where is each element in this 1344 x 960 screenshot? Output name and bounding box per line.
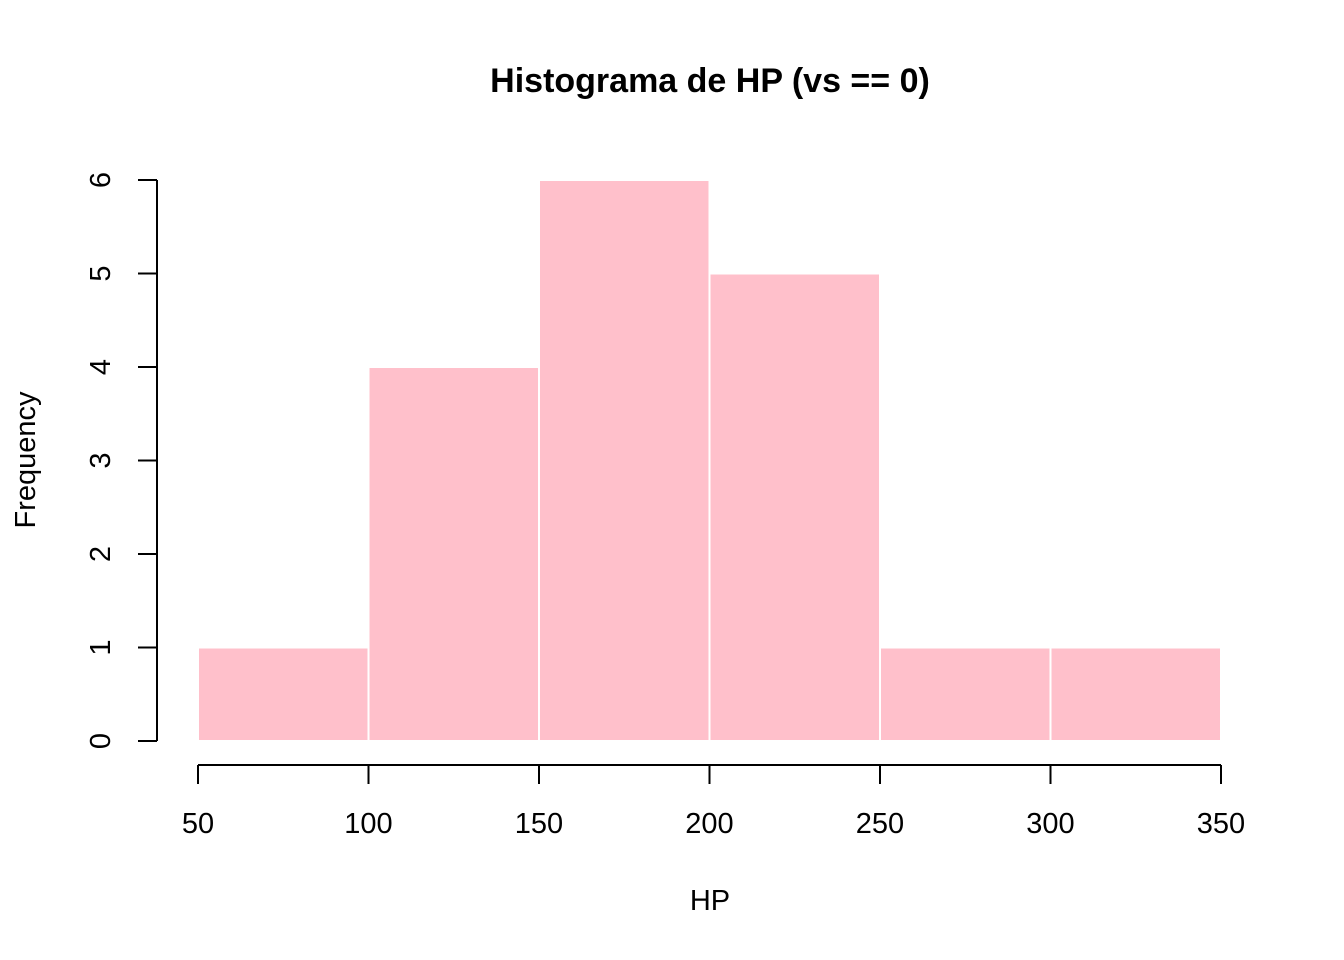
histogram-bar-5 bbox=[1049, 646, 1222, 742]
y-tick-label-3: 3 bbox=[85, 452, 117, 468]
x-tick-label-4: 250 bbox=[856, 808, 904, 840]
y-tick-label-2: 2 bbox=[85, 546, 117, 562]
histogram-bar-4 bbox=[879, 646, 1052, 742]
x-axis: 50 100 150 200 250 300 350 bbox=[182, 764, 1245, 840]
x-tick-label-0: 50 bbox=[182, 808, 214, 840]
y-tick-label-1: 1 bbox=[85, 639, 117, 655]
chart-title: Histograma de HP (vs == 0) bbox=[490, 62, 930, 100]
y-tick-label-4: 4 bbox=[85, 359, 117, 375]
histogram-bar-0 bbox=[197, 646, 370, 742]
histogram-bar-3 bbox=[708, 272, 881, 742]
bars-group bbox=[197, 179, 1222, 742]
x-tick-label-1: 100 bbox=[344, 808, 392, 840]
y-axis: 0 1 2 3 4 5 6 bbox=[85, 172, 158, 749]
y-tick-label-6: 6 bbox=[85, 172, 117, 188]
y-tick-label-5: 5 bbox=[85, 265, 117, 281]
x-tick-label-6: 350 bbox=[1197, 808, 1245, 840]
y-tick-label-0: 0 bbox=[85, 733, 117, 749]
x-tick-label-5: 300 bbox=[1026, 808, 1074, 840]
y-axis-label: Frequency bbox=[10, 391, 42, 529]
x-tick-label-2: 150 bbox=[515, 808, 563, 840]
x-tick-label-3: 200 bbox=[685, 808, 733, 840]
histogram-bar-1 bbox=[367, 366, 540, 742]
x-axis-label: HP bbox=[690, 885, 730, 917]
histogram-bar-2 bbox=[538, 179, 711, 742]
